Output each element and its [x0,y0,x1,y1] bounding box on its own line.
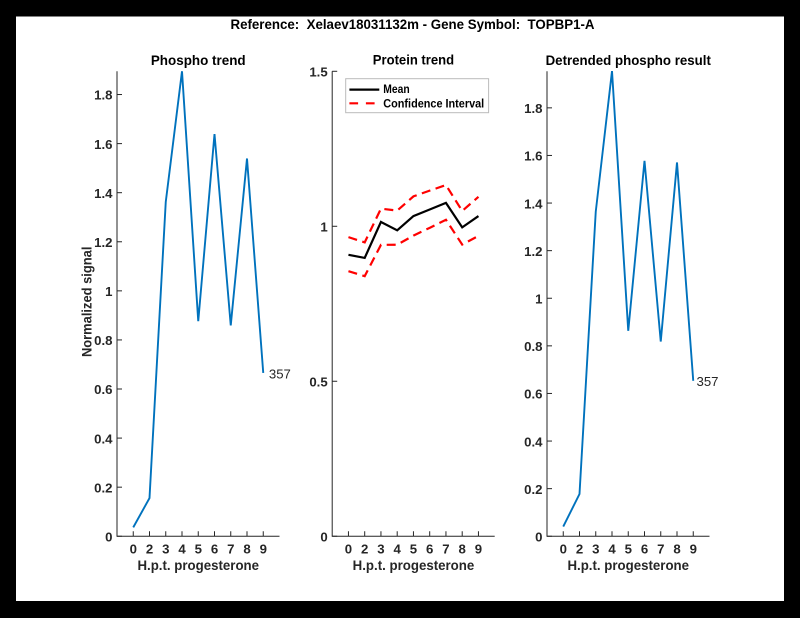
svg-text:0.4: 0.4 [524,434,543,449]
svg-text:8: 8 [459,541,466,556]
svg-text:1.8: 1.8 [524,101,542,116]
svg-text:9: 9 [475,541,482,556]
svg-text:0.4: 0.4 [94,431,113,446]
svg-text:1.6: 1.6 [94,137,112,152]
svg-text:Confidence Interval: Confidence Interval [383,97,484,110]
svg-text:1.4: 1.4 [524,196,543,211]
svg-text:0.8: 0.8 [524,339,542,354]
svg-text:0.2: 0.2 [94,480,112,495]
svg-text:7: 7 [657,541,664,556]
svg-text:5: 5 [195,541,202,556]
svg-text:6: 6 [426,541,433,556]
svg-text:4: 4 [394,541,402,556]
svg-text:5: 5 [625,541,632,556]
svg-text:Reference: Xelaev18031132m -: Reference: Xelaev18031132m - Gene Symbol… [231,17,595,33]
svg-text:0.5: 0.5 [309,374,327,389]
svg-text:0: 0 [560,541,567,556]
svg-text:3: 3 [592,541,599,556]
svg-text:3: 3 [162,541,169,556]
svg-text:0.2: 0.2 [524,482,542,497]
svg-text:1.2: 1.2 [524,244,542,259]
svg-text:7: 7 [227,541,234,556]
svg-text:1.5: 1.5 [309,64,327,79]
svg-text:1.6: 1.6 [524,149,542,164]
svg-text:H.p.t. progesterone: H.p.t. progesterone [353,558,475,573]
svg-text:9: 9 [260,541,267,556]
svg-text:Phospho trend: Phospho trend [151,53,246,68]
svg-text:3: 3 [377,541,384,556]
svg-text:1.2: 1.2 [94,235,112,250]
svg-text:H.p.t. progesterone: H.p.t. progesterone [567,558,689,573]
svg-text:4: 4 [608,541,616,556]
svg-text:357: 357 [697,374,719,389]
svg-text:2: 2 [146,541,153,556]
svg-text:4: 4 [178,541,186,556]
svg-text:1: 1 [320,219,327,234]
svg-text:0.6: 0.6 [94,382,112,397]
svg-text:0: 0 [535,529,542,544]
svg-text:0: 0 [130,541,137,556]
svg-text:8: 8 [243,541,250,556]
svg-text:Mean: Mean [383,83,409,96]
svg-text:1: 1 [535,291,542,306]
svg-text:Normalized signal: Normalized signal [80,247,95,358]
svg-text:0.6: 0.6 [524,387,542,402]
svg-text:6: 6 [211,541,218,556]
svg-text:Protein trend: Protein trend [373,53,454,68]
svg-text:0: 0 [320,529,327,544]
svg-text:H.p.t. progesterone: H.p.t. progesterone [137,558,259,573]
svg-text:0: 0 [105,529,112,544]
svg-text:7: 7 [442,541,449,556]
svg-text:1: 1 [105,284,112,299]
svg-text:Detrended phospho result: Detrended phospho result [546,53,712,68]
svg-text:6: 6 [641,541,648,556]
svg-text:1.4: 1.4 [94,186,113,201]
svg-text:8: 8 [673,541,680,556]
svg-text:357: 357 [269,367,291,382]
svg-text:0: 0 [345,541,352,556]
svg-text:0.8: 0.8 [94,333,112,348]
svg-text:2: 2 [361,541,368,556]
svg-text:1.8: 1.8 [94,88,112,103]
svg-text:5: 5 [410,541,417,556]
svg-text:9: 9 [690,541,697,556]
svg-text:2: 2 [576,541,583,556]
